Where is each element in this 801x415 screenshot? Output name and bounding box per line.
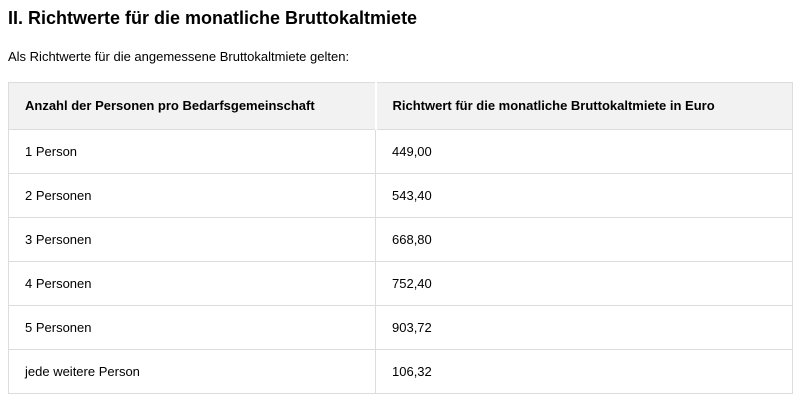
- row-label-cell: 1 Person: [8, 128, 376, 174]
- row-label-cell: 4 Personen: [8, 260, 376, 306]
- row-label-cell: 3 Personen: [8, 216, 376, 262]
- row-value-cell: 449,00: [375, 128, 793, 174]
- table-row: 4 Personen 752,40: [8, 260, 793, 306]
- table-row: 2 Personen 543,40: [8, 172, 793, 218]
- row-label-cell: 5 Personen: [8, 304, 376, 350]
- table-row: 5 Personen 903,72: [8, 304, 793, 350]
- page-title: II. Richtwerte für die monatliche Brutto…: [8, 8, 418, 28]
- row-value-cell: 668,80: [375, 216, 793, 262]
- row-value-cell: 543,40: [375, 172, 793, 218]
- row-value-cell: 903,72: [375, 304, 793, 350]
- row-value-cell: 106,32: [375, 348, 793, 394]
- table-row: 1 Person 449,00: [8, 128, 793, 174]
- col-header-persons: Anzahl der Personen pro Bedarfsgemeinsch…: [8, 81, 376, 130]
- row-value-cell: 752,40: [375, 260, 793, 306]
- intro-text: Als Richtwerte für die angemessene Brutt…: [8, 48, 350, 64]
- rent-guideline-table: Anzahl der Personen pro Bedarfsgemeinsch…: [8, 81, 793, 394]
- table-header-row: Anzahl der Personen pro Bedarfsgemeinsch…: [8, 81, 793, 130]
- table-row: jede weitere Person 106,32: [8, 348, 793, 394]
- row-label-cell: jede weitere Person: [8, 348, 376, 394]
- table-row: 3 Personen 668,80: [8, 216, 793, 262]
- col-header-richtwert: Richtwert für die monatliche Bruttokaltm…: [374, 81, 793, 130]
- row-label-cell: 2 Personen: [8, 172, 376, 218]
- document-page: II. Richtwerte für die monatliche Brutto…: [8, 8, 793, 394]
